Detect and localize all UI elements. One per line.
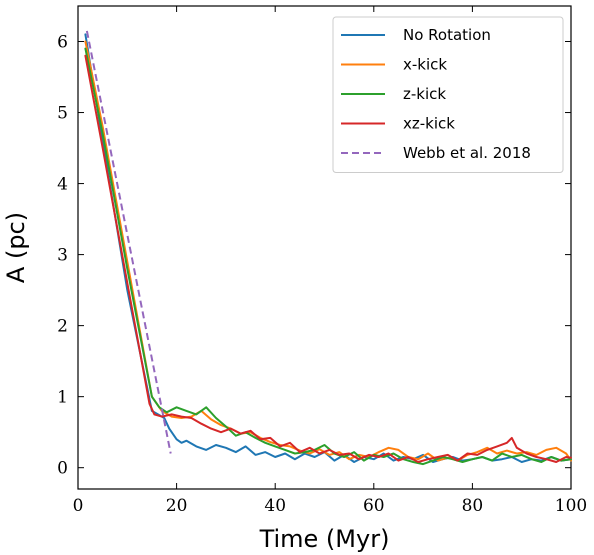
y-tick-label: 2 <box>57 317 68 337</box>
y-tick-label: 5 <box>57 104 68 124</box>
series-line-xz-kick <box>84 54 572 463</box>
y-tick-label: 4 <box>57 175 68 195</box>
x-tick-label: 60 <box>363 496 385 516</box>
legend-label: x-kick <box>403 56 447 74</box>
x-tick-label: 20 <box>166 496 188 516</box>
legend: No Rotation x-kick z-kick xz-kick Webb et al… <box>332 16 564 173</box>
x-tick-label: 0 <box>73 496 84 516</box>
x-tick-label: 40 <box>264 496 286 516</box>
legend-label: No Rotation <box>403 26 491 44</box>
y-tick-label: 3 <box>57 246 68 266</box>
ticks: 0 20 40 60 80 100 0 1 2 3 4 5 6 <box>57 6 587 516</box>
series-line-z-kick <box>84 47 572 466</box>
y-tick-label: 1 <box>57 388 68 408</box>
y-tick-label: 6 <box>57 33 68 53</box>
legend-label: xz-kick <box>403 115 455 133</box>
legend-label: z-kick <box>403 85 446 103</box>
x-tick-label: 80 <box>462 496 484 516</box>
series-layer <box>84 30 572 466</box>
y-tick-label: 0 <box>57 459 68 479</box>
plot-frame <box>77 5 572 490</box>
series-line-webb-et-al-2018 <box>85 30 172 454</box>
x-axis-title: Time (Myr) <box>259 525 390 553</box>
legend-label: Webb et al. 2018 <box>403 144 531 162</box>
y-axis-title: A (pc) <box>2 212 30 283</box>
x-tick-label: 100 <box>555 496 587 516</box>
legend-box <box>332 16 564 173</box>
